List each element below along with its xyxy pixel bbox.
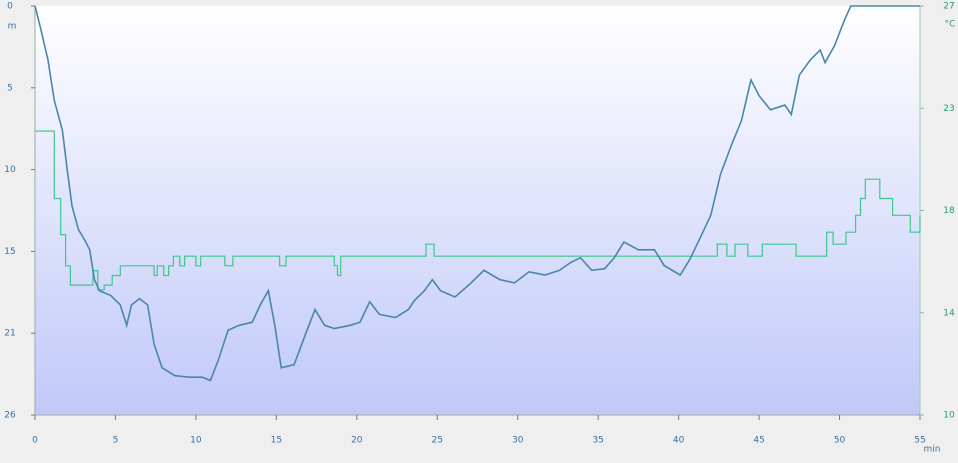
data-line: [34, 5, 920, 382]
x-tick-label: 5: [113, 436, 119, 446]
x-tick-label: 40: [673, 436, 685, 446]
x-tick-label: 20: [351, 436, 363, 446]
x-tick-label: 15: [271, 436, 282, 446]
y2-tick-label: 18: [943, 206, 955, 216]
y-tick-label: 26: [4, 411, 16, 421]
y2-tick-label: 14: [943, 308, 955, 318]
data-line: [35, 130, 921, 291]
x-tick-label: 0: [32, 436, 38, 446]
x-tick-label: 30: [512, 436, 524, 446]
y-tick-label: 0: [7, 2, 13, 12]
y-axis-label: m: [8, 22, 17, 32]
x-axis-label: min: [924, 445, 941, 455]
x-tick-label: 35: [592, 436, 603, 446]
x-tick-label: 50: [834, 436, 846, 446]
x-tick-label: 45: [753, 436, 764, 446]
y2-axis-label: °C: [945, 20, 956, 30]
y2-tick-label: 23: [943, 104, 954, 114]
x-tick-label: 55: [914, 436, 925, 446]
plot-area: [35, 6, 920, 415]
x-tick-label: 25: [432, 436, 443, 446]
y-tick-label: 5: [7, 83, 13, 93]
y2-tick-label: 27: [943, 2, 954, 12]
y-tick-label: 21: [4, 329, 15, 339]
y-tick-label: 10: [4, 165, 16, 175]
x-tick-label: 10: [190, 436, 202, 446]
y2-tick-label: 10: [943, 411, 955, 421]
y-tick-label: 15: [4, 247, 15, 257]
